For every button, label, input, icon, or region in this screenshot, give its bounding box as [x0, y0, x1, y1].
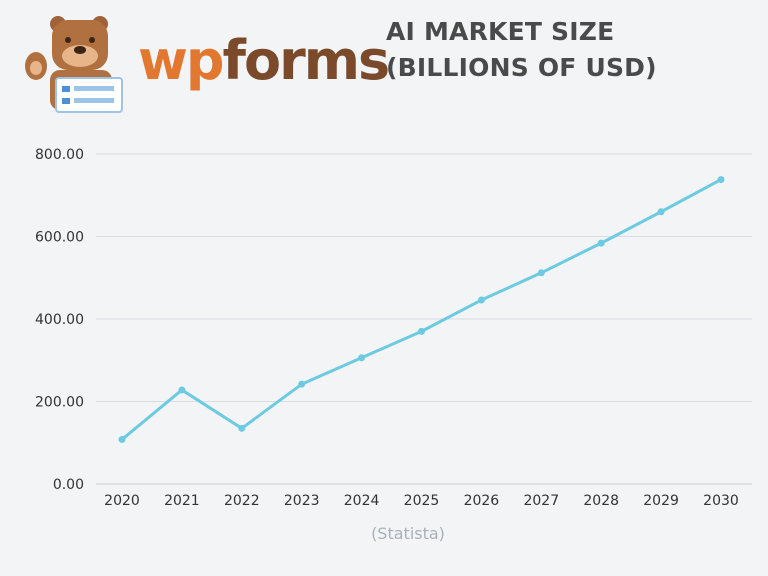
- series-line: [121, 178, 722, 441]
- logo-wordmark: wpforms: [138, 34, 390, 88]
- x-tick-label: 2026: [464, 493, 500, 509]
- bear-mascot-icon: [25, 16, 123, 113]
- data-point: [178, 386, 186, 394]
- x-tick-label: 2021: [164, 493, 200, 509]
- data-point: [298, 380, 306, 388]
- x-tick-label: 2030: [703, 493, 739, 509]
- x-tick-label: 2020: [104, 493, 140, 509]
- x-tick-label: 2022: [224, 493, 260, 509]
- x-tick-label: 2029: [643, 493, 679, 509]
- y-tick-label: 800.00: [35, 147, 84, 163]
- source-note: (Statista): [371, 524, 445, 543]
- x-tick-label: 2023: [284, 493, 320, 509]
- wpforms-logo: wpforms: [20, 14, 390, 114]
- y-tick-label: 200.00: [35, 395, 84, 411]
- data-point: [657, 208, 665, 216]
- y-tick-label: 400.00: [35, 312, 84, 328]
- y-tick-label: 0.00: [53, 477, 84, 493]
- x-tick-label: 2027: [523, 493, 559, 509]
- x-tick-label: 2025: [404, 493, 440, 509]
- data-point: [118, 435, 126, 443]
- data-point: [418, 327, 425, 335]
- x-tick-label: 2028: [583, 493, 619, 509]
- chart-title: AI MARKET SIZE (BILLIONS OF USD): [386, 17, 657, 82]
- data-point: [537, 269, 545, 277]
- logo-wp: wp: [138, 29, 225, 92]
- data-point: [597, 239, 605, 247]
- x-tick-label: 2024: [344, 493, 380, 509]
- data-point: [238, 424, 246, 432]
- data-point: [358, 354, 366, 362]
- data-point: [477, 296, 485, 304]
- data-point: [717, 176, 725, 184]
- logo-forms: forms: [222, 29, 391, 92]
- y-tick-label: 600.00: [35, 230, 84, 246]
